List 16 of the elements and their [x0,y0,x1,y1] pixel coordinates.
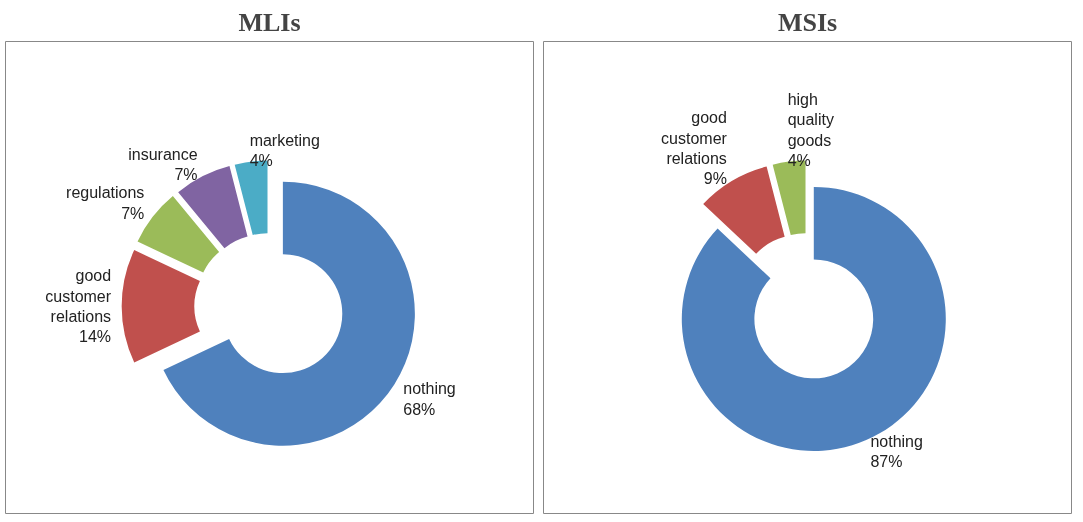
slice-label: marketing [249,131,320,149]
chart-title: MLIs [238,7,301,37]
slice-label: regulations [66,184,145,202]
data-label: 7% [174,166,198,184]
slice-label: nothing [403,380,456,398]
data-label: 68% [403,400,436,418]
slice-label: high quality goods [787,91,834,149]
slice-label: good customer relations [45,267,112,325]
data-label: 87% [870,453,903,471]
slice-label: nothing [870,433,923,451]
slice-label: insurance [128,145,198,163]
slice-label: good customer relations [661,109,728,167]
data-label: 7% [121,204,145,222]
data-label: 9% [703,170,727,188]
data-label: 14% [79,328,112,346]
chart-title: MSIs [777,7,838,37]
